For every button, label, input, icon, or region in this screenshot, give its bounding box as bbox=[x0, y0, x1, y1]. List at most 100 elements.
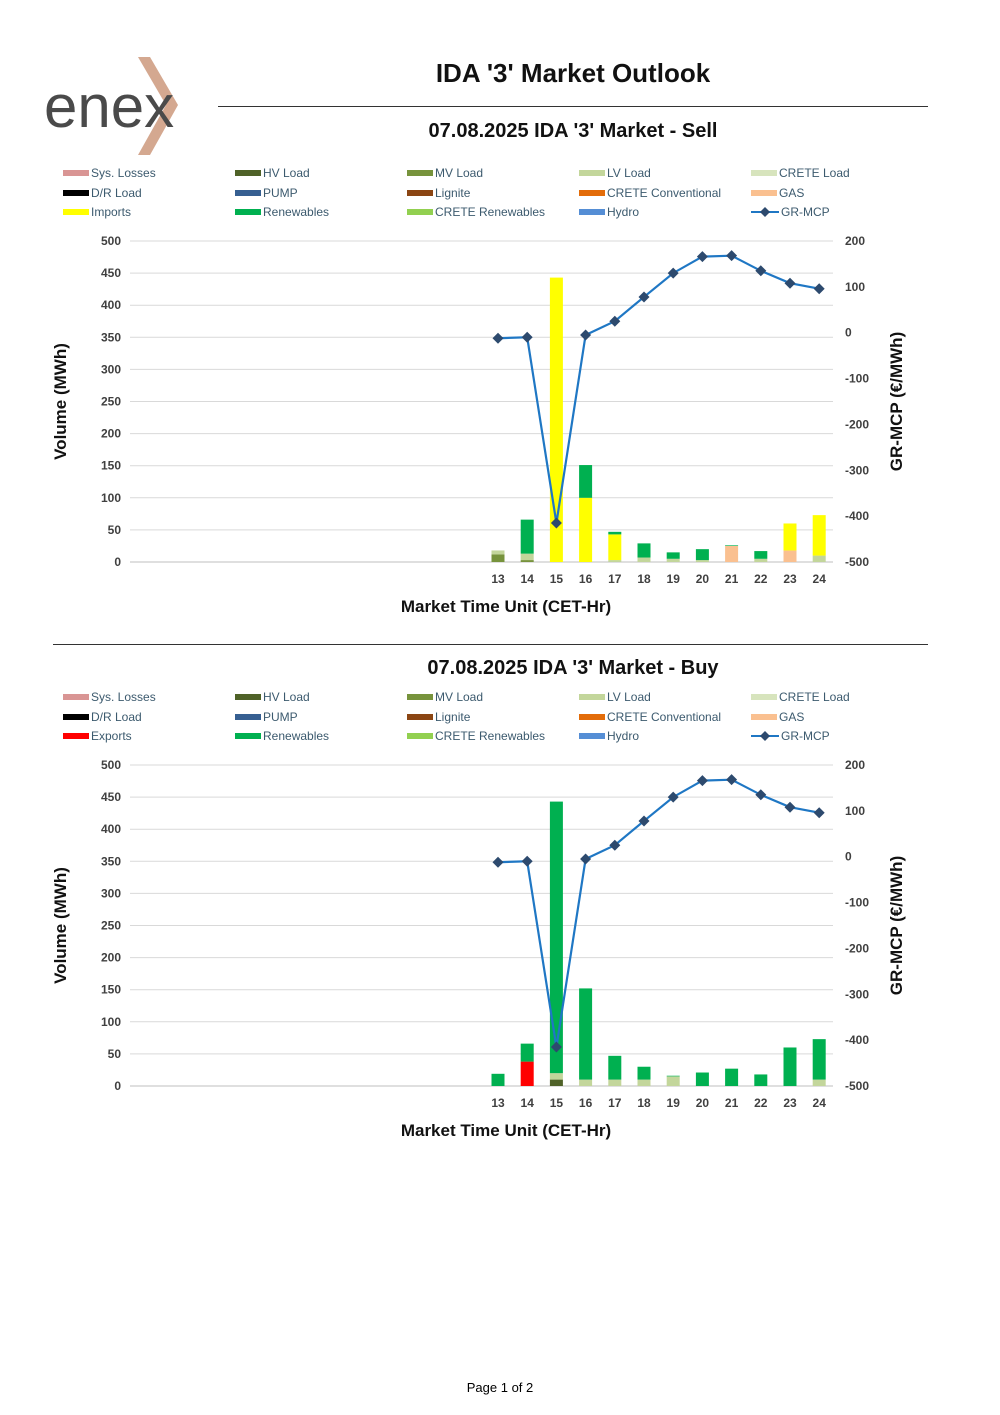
y2-tick-label: -300 bbox=[845, 463, 869, 477]
y-tick-label: 100 bbox=[101, 1015, 121, 1029]
mcp-point bbox=[696, 251, 708, 263]
legend-swatch bbox=[63, 694, 89, 700]
mcp-point bbox=[550, 1041, 562, 1053]
legend-label: Sys. Losses bbox=[91, 690, 156, 704]
legend-swatch bbox=[407, 189, 433, 196]
buy-legend: Sys. Losses HV Load MV Load LV Load CRETE Lo… bbox=[63, 690, 923, 750]
bar-lv-load bbox=[579, 1079, 593, 1086]
y2-tick-label: -400 bbox=[845, 1033, 869, 1047]
legend-item-lignite: Lignite bbox=[407, 710, 470, 724]
logo-text: enex bbox=[44, 73, 174, 140]
legend-label: MV Load bbox=[435, 166, 484, 180]
y2-tick-label: -500 bbox=[845, 1079, 869, 1093]
mcp-point bbox=[638, 291, 650, 303]
x-tick-label: 23 bbox=[783, 1096, 797, 1110]
bar-renewables bbox=[666, 1075, 680, 1077]
sell-chart-title: 07.08.2025 IDA '3' Market - Sell bbox=[428, 120, 718, 142]
buy-chart-title: 07.08.2025 IDA '3' Market - Buy bbox=[427, 657, 719, 679]
mcp-point bbox=[755, 265, 767, 277]
mcp-point bbox=[550, 517, 562, 529]
legend-swatch bbox=[751, 694, 777, 700]
bar-lv-load bbox=[549, 1073, 563, 1080]
legend-swatch bbox=[63, 713, 89, 720]
mcp-point bbox=[667, 791, 679, 803]
y2-tick-label: -400 bbox=[845, 509, 869, 523]
legend-item-crete-load: CRETE Load bbox=[751, 166, 850, 180]
y2-tick-label: 0 bbox=[845, 326, 852, 340]
x-tick-label: 14 bbox=[521, 572, 535, 586]
legend-label: GAS bbox=[779, 709, 805, 724]
page-number: Page 1 of 2 bbox=[466, 1380, 534, 1395]
mcp-point bbox=[784, 801, 796, 813]
y-axis-title: Volume (MWh) bbox=[51, 867, 70, 984]
legend-item-pump: PUMP bbox=[235, 710, 298, 724]
bar-lv-load bbox=[637, 1079, 651, 1086]
bar-renewables bbox=[579, 465, 593, 498]
title-divider bbox=[218, 106, 928, 107]
section-divider bbox=[53, 644, 928, 645]
legend-label: CRETE Conventional bbox=[607, 709, 722, 724]
y-tick-label: 0 bbox=[114, 555, 121, 569]
legend-label: Imports bbox=[91, 205, 132, 219]
mcp-line bbox=[497, 254, 820, 524]
mcp-point bbox=[492, 856, 504, 868]
y2-tick-label: 200 bbox=[845, 234, 865, 248]
y2-axis-title: GR-MCP (€/MWh) bbox=[887, 332, 906, 471]
legend-label: CRETE Load bbox=[779, 166, 850, 180]
mcp-point bbox=[813, 283, 825, 295]
bar-renewables bbox=[812, 1039, 826, 1080]
bar-renewables bbox=[549, 801, 563, 1074]
mcp-point bbox=[521, 331, 533, 343]
y-tick-label: 50 bbox=[108, 523, 122, 537]
mcp-point bbox=[580, 329, 592, 341]
legend-item-hv-load: HV Load bbox=[235, 166, 310, 180]
mcp-point bbox=[726, 774, 738, 786]
mcp-point bbox=[696, 775, 708, 787]
y-tick-label: 400 bbox=[101, 298, 121, 312]
legend-swatch bbox=[579, 713, 605, 720]
page-title: IDA '3' Market Outlook bbox=[435, 58, 711, 88]
y-tick-label: 300 bbox=[101, 886, 121, 900]
x-axis-title: Market Time Unit (CET-Hr) bbox=[401, 1121, 611, 1140]
y2-tick-label: 200 bbox=[845, 758, 865, 772]
legend-swatch bbox=[235, 733, 261, 739]
bar-renewables bbox=[725, 1068, 739, 1086]
legend-item-hv-load: HV Load bbox=[235, 690, 310, 704]
y-axis-title: Volume (MWh) bbox=[51, 343, 70, 460]
legend-label: Renewables bbox=[263, 205, 330, 219]
bar-renewables bbox=[754, 1074, 768, 1086]
y-tick-label: 100 bbox=[101, 491, 121, 505]
mcp-point bbox=[667, 267, 679, 279]
x-tick-label: 15 bbox=[550, 572, 564, 586]
legend-swatch bbox=[235, 170, 261, 176]
legend-label: GR-MCP bbox=[781, 729, 830, 743]
bar-lv-load bbox=[812, 1079, 826, 1086]
enex-logo-graphic: enex bbox=[44, 57, 178, 155]
y-tick-label: 200 bbox=[101, 951, 121, 965]
legend-item-imports: Imports bbox=[63, 205, 131, 219]
y-tick-label: 450 bbox=[101, 790, 121, 804]
legend-item-lignite: Lignite bbox=[407, 186, 470, 200]
y2-tick-label: -300 bbox=[845, 987, 869, 1001]
legend-item-renewables: Renewables bbox=[235, 729, 329, 743]
legend-item-lv-load: LV Load bbox=[579, 166, 651, 180]
bar-lv-load bbox=[637, 557, 651, 562]
legend-item-crete-conventional: CRETE Conventional bbox=[579, 710, 721, 724]
y2-axis-title: GR-MCP (€/MWh) bbox=[887, 856, 906, 995]
y-tick-label: 500 bbox=[101, 234, 121, 248]
sell-chart: 050100150200250300350400450500-500-400-3… bbox=[51, 234, 906, 616]
mcp-point bbox=[813, 807, 825, 819]
mcp-point bbox=[784, 277, 796, 289]
enex-logo: enex bbox=[40, 55, 210, 160]
bar-renewables bbox=[666, 552, 680, 559]
x-tick-label: 19 bbox=[667, 572, 681, 586]
y2-tick-label: 0 bbox=[845, 850, 852, 864]
bar-mv-load bbox=[520, 560, 534, 562]
bar-renewables bbox=[579, 988, 593, 1080]
legend-swatch bbox=[235, 189, 261, 196]
x-tick-label: 16 bbox=[579, 1096, 593, 1110]
legend-item-gas: GAS bbox=[751, 710, 804, 724]
legend-swatch bbox=[407, 694, 433, 700]
x-tick-label: 22 bbox=[754, 1096, 768, 1110]
legend-item-d-r-load: D/R Load bbox=[63, 186, 142, 200]
